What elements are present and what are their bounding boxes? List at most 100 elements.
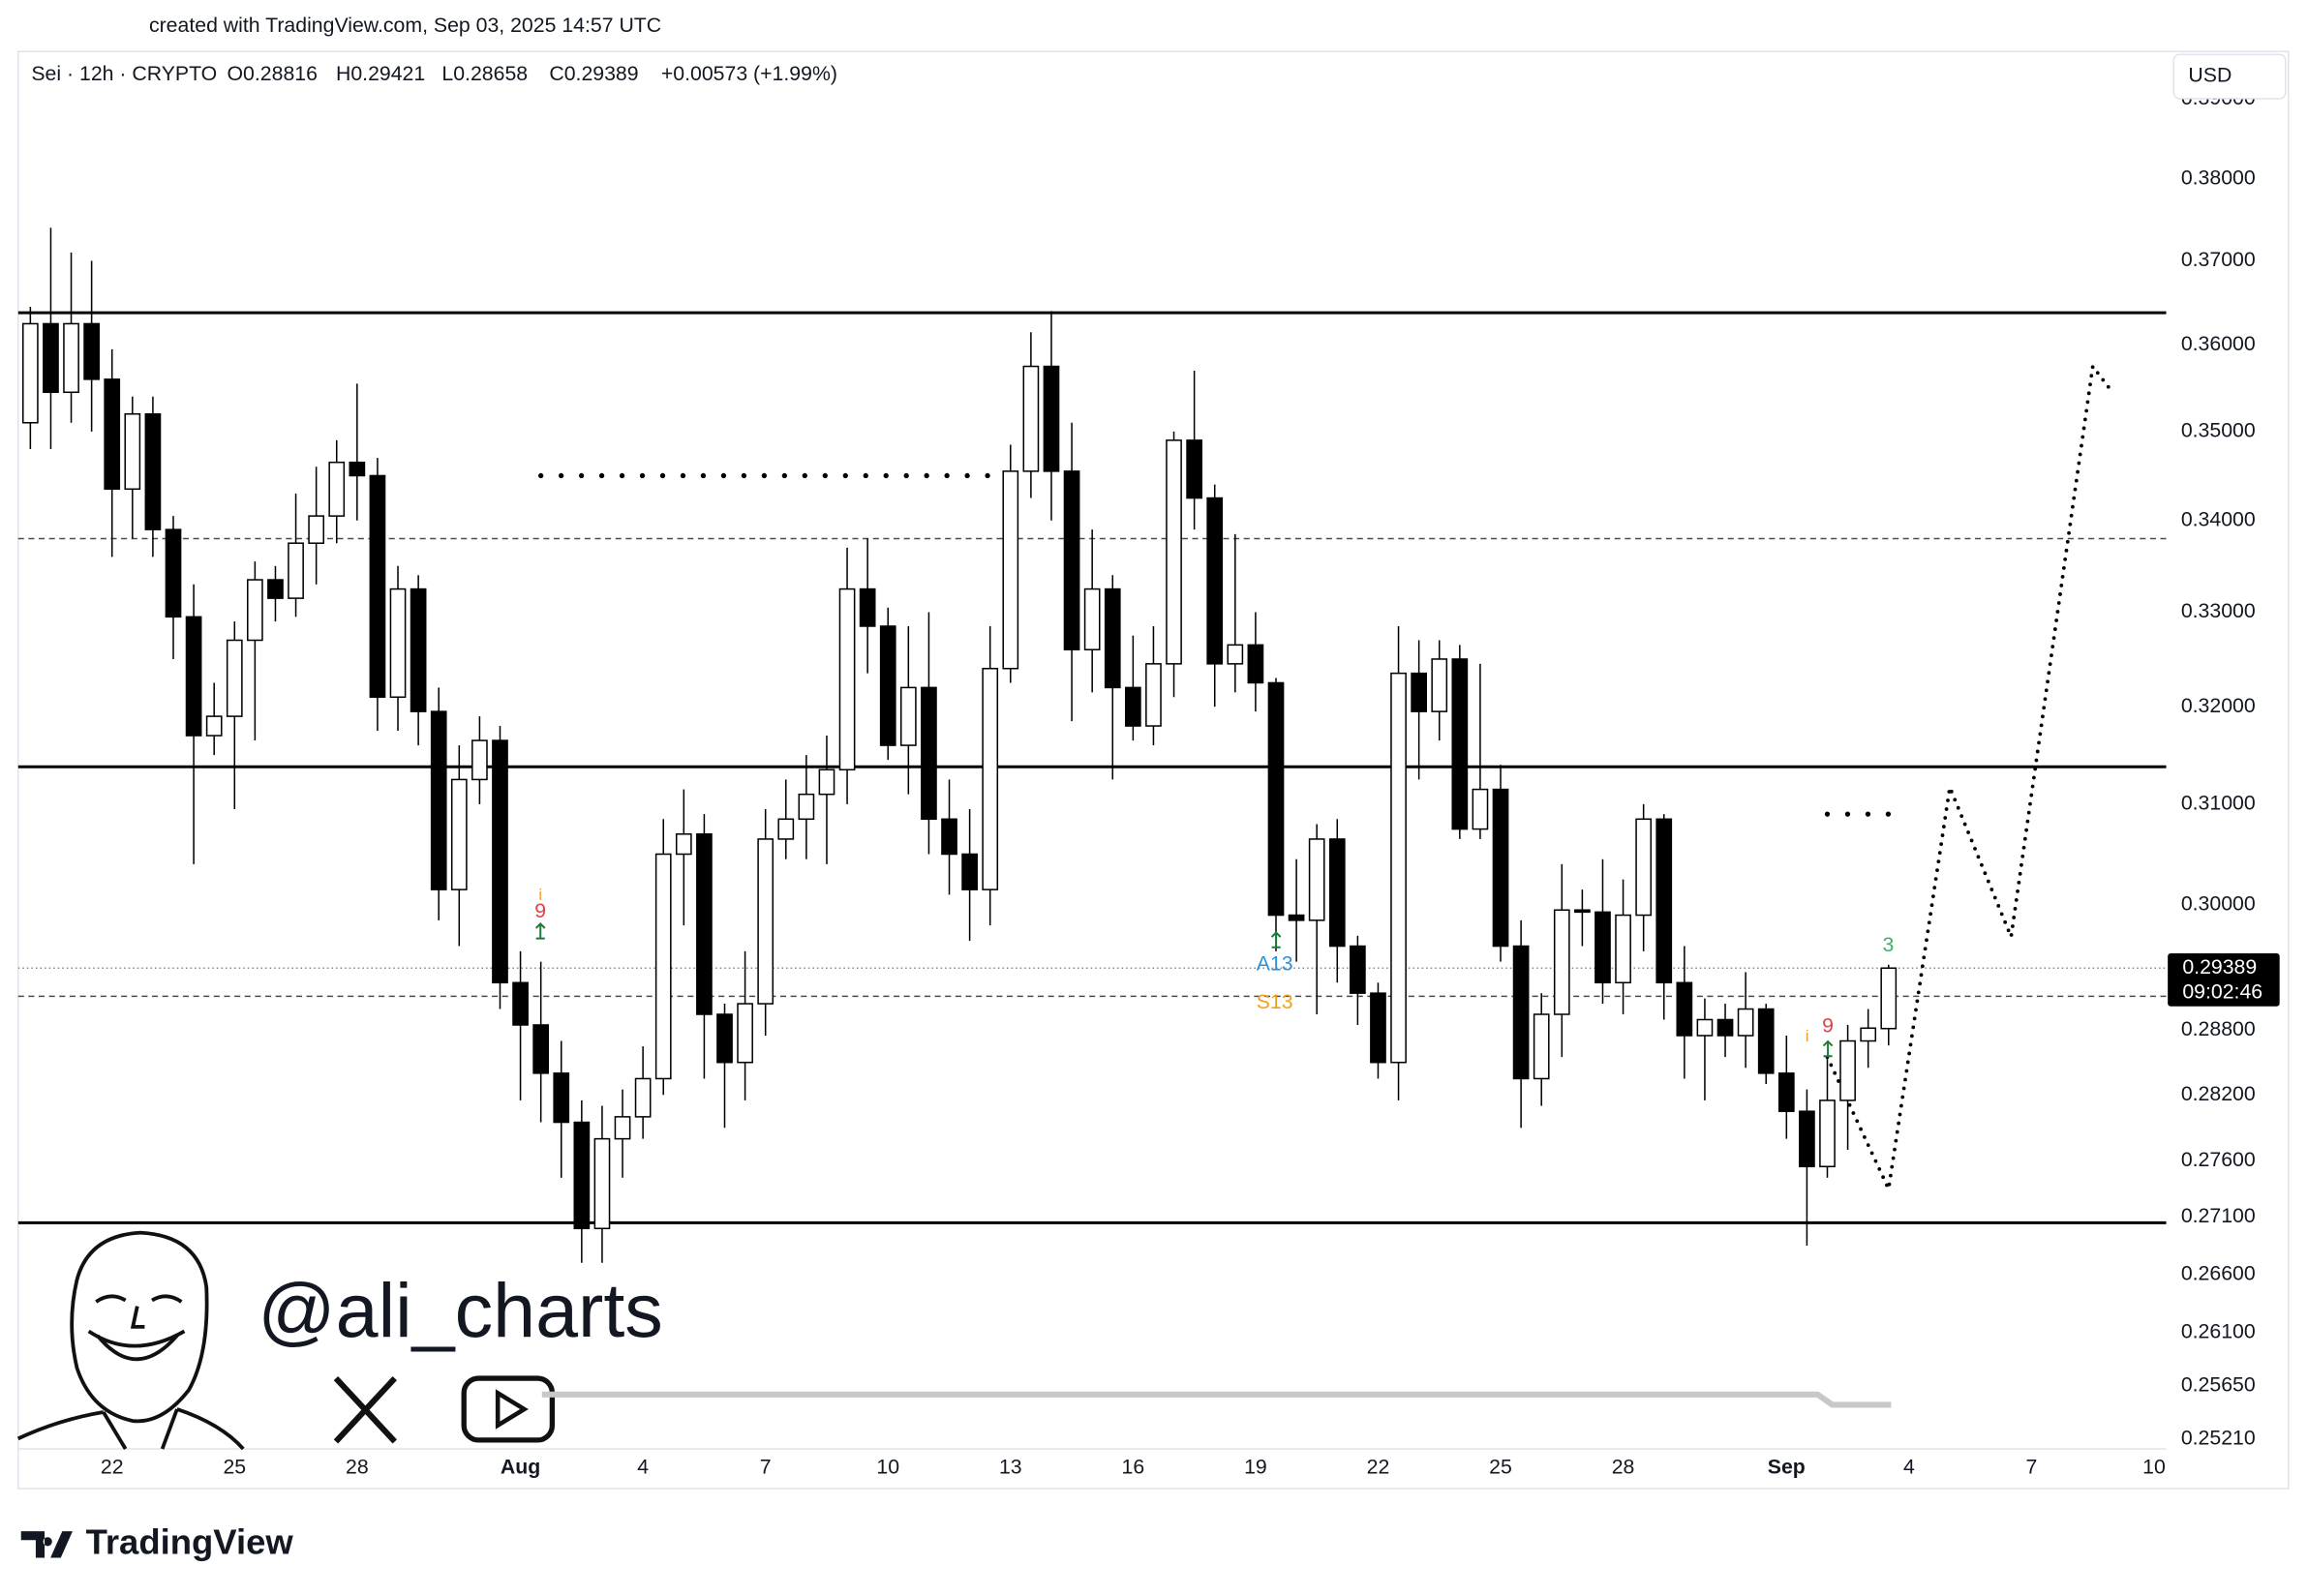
candle-body [1451, 658, 1469, 830]
candle-body [1390, 672, 1407, 1064]
created-note: created with TradingView.com, Sep 03, 20… [149, 14, 661, 37]
candle-body [1615, 914, 1631, 984]
candle-body [593, 1137, 611, 1230]
x-tick-label: 13 [999, 1455, 1022, 1478]
legend: Sei · 12h · CRYPTO O0.28816 H0.29421 L0.… [31, 62, 837, 85]
watermark: @ali_charts [258, 1267, 662, 1353]
x-tick-label: Sep [1768, 1455, 1806, 1478]
x-tick-label: 16 [1122, 1455, 1145, 1478]
candle-body [349, 461, 366, 477]
candle-body [205, 715, 223, 737]
candle-body [1063, 470, 1080, 650]
y-tick-label: 0.25650 [2181, 1373, 2256, 1397]
candle-body [1777, 1072, 1795, 1112]
symbol: Sei · 12h · CRYPTO [31, 62, 217, 85]
price-tag [2168, 953, 2280, 1007]
candle-body [1676, 981, 1693, 1037]
annotation: 3 [1882, 933, 1894, 956]
x-tick-label: 4 [1903, 1455, 1915, 1478]
candle-body [63, 322, 79, 394]
candle-body [1227, 644, 1244, 665]
candle-body [1696, 1018, 1714, 1037]
candle-body [1186, 439, 1202, 499]
candle-body [654, 853, 672, 1080]
candle-body [1533, 1013, 1550, 1080]
annotation: i [1806, 1027, 1809, 1045]
candle-body [1350, 945, 1366, 994]
x-tick-label: 19 [1244, 1455, 1267, 1478]
y-tick-label: 0.38000 [2181, 166, 2256, 189]
candle-body [1124, 686, 1141, 727]
pane-border [16, 50, 2290, 1490]
candle-body [1716, 1018, 1734, 1037]
candle-body [1083, 587, 1101, 650]
y-tick-label: 0.26600 [2181, 1261, 2256, 1284]
y-tick-label: 0.34000 [2181, 507, 2256, 530]
candle-body [941, 818, 957, 856]
candle-body [430, 710, 447, 890]
change-label: +0.00573 (+1.99%) [661, 62, 837, 85]
candle-body [369, 474, 386, 699]
y-tick-label: 0.27100 [2181, 1204, 2256, 1227]
candle-body [124, 412, 141, 491]
low-label: L0.28658 [441, 62, 528, 85]
candle-body [185, 616, 202, 737]
candle-body [104, 378, 121, 491]
candle-body [859, 587, 876, 627]
annotation: 9 [1822, 1013, 1834, 1037]
candle-body [288, 542, 304, 599]
candle-body [838, 587, 856, 771]
candle-body [1594, 911, 1611, 984]
indicator-line [541, 1391, 1892, 1408]
x-tick-label: 10 [2142, 1455, 2166, 1478]
annotation: S13 [1257, 990, 1293, 1013]
y-tick-label: 0.36000 [2181, 332, 2256, 355]
candle-body [1308, 838, 1325, 921]
candle-body [328, 461, 346, 517]
x-tick-label: 25 [223, 1455, 246, 1478]
candle-body [1860, 1027, 1877, 1042]
candle-body [675, 833, 692, 856]
high-label: H0.29421 [336, 62, 425, 85]
currency[interactable]: USD [2188, 64, 2232, 87]
candle-body [165, 528, 182, 618]
x-tick-label: 7 [2026, 1455, 2038, 1478]
candle-body [573, 1121, 591, 1230]
candle-body [1247, 644, 1264, 684]
candle-body [471, 739, 488, 781]
candle-body [247, 579, 263, 642]
avatar [16, 1230, 245, 1451]
candle-body [696, 833, 713, 1015]
candle-body [737, 1003, 753, 1064]
candle-body [818, 768, 835, 796]
y-tick-label: 0.31000 [2181, 792, 2256, 815]
candle-body [1655, 818, 1673, 984]
candle-body [1288, 914, 1305, 921]
candle-body [634, 1077, 652, 1118]
youtube-logo [461, 1375, 556, 1443]
x-tick-label: 28 [1612, 1455, 1635, 1478]
currency-button[interactable] [2172, 53, 2287, 100]
candle-body [757, 838, 774, 1005]
y-tick-label: 0.33000 [2181, 599, 2256, 622]
candle-body [1839, 1039, 1856, 1101]
annotation: i [538, 886, 542, 904]
candle-body [1472, 788, 1489, 830]
candle-body [1206, 497, 1224, 665]
brand: TradingView [86, 1521, 294, 1561]
candle-body [798, 793, 815, 821]
x-tick-label: 28 [346, 1455, 369, 1478]
signal-arrow [1822, 1039, 1834, 1058]
candle-body [1002, 470, 1019, 670]
candle-body [1043, 365, 1060, 472]
y-tick-label: 0.28800 [2181, 1017, 2256, 1040]
y-tick-label: 0.32000 [2181, 694, 2256, 717]
y-tick-label: 0.27600 [2181, 1148, 2256, 1171]
candle-body [1145, 663, 1162, 727]
candle-body [1757, 1008, 1775, 1074]
candle-body [1411, 672, 1428, 712]
annotation: A13 [1257, 952, 1293, 976]
candle-body [614, 1116, 631, 1140]
